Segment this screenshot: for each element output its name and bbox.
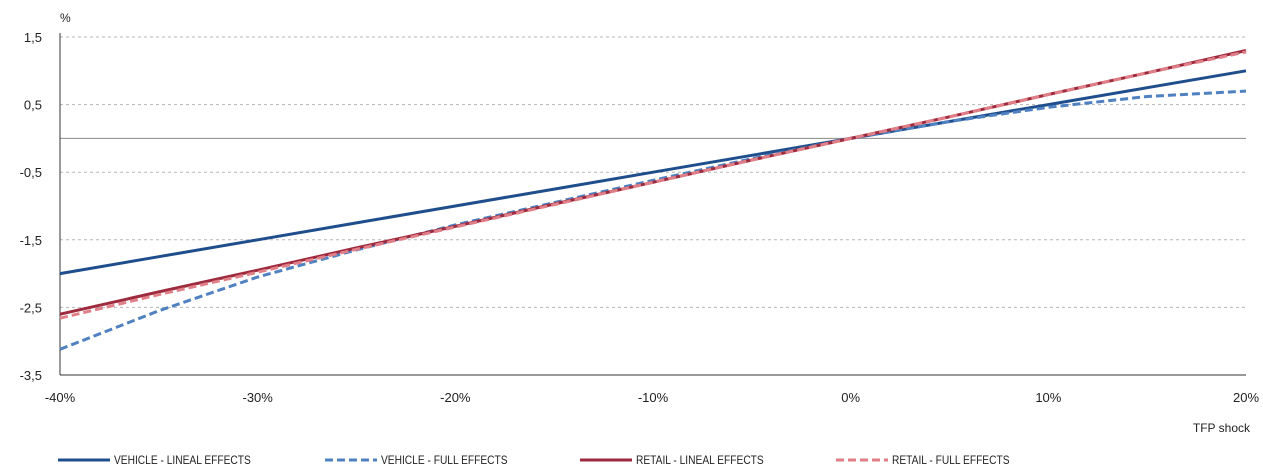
x-tick-labels: -40% -30% -20% -10% 0% 10% 20% [45, 390, 1260, 405]
x-tick-label: 0% [841, 390, 860, 405]
legend-item: VEHICLE - FULL EFFECTS [324, 453, 530, 467]
y-tick-label: -2,5 [20, 300, 42, 315]
y-tick-label: 0,5 [24, 98, 42, 113]
axes [59, 33, 1246, 376]
series-lines [59, 49, 1247, 351]
legend-label: VEHICLE - LINEAL EFFECTS [114, 453, 251, 467]
legend-label: RETAIL - LINEAL EFFECTS [635, 453, 764, 467]
series-line [59, 50, 1247, 320]
y-unit-label: % [60, 11, 71, 25]
legend-item: RETAIL - FULL EFFECTS [836, 453, 1030, 467]
legend-swatch [836, 458, 889, 462]
legend-item: VEHICLE - LINEAL EFFECTS [58, 453, 275, 467]
y-tick-label: -1,5 [20, 233, 42, 248]
x-tick-label: -30% [242, 390, 273, 405]
series-line [59, 69, 1247, 276]
y-tick-labels: 1,5 0,5 -0,5 -1,5 -2,5 -3,5 [20, 30, 42, 383]
legend-item: RETAIL - LINEAL EFFECTS [579, 453, 786, 467]
x-axis-label: TFP shock [1193, 421, 1251, 435]
y-tick-label: -0,5 [20, 165, 42, 180]
y-tick-label: -3,5 [20, 368, 42, 383]
line-chart: % 1,5 0,5 -0,5 -1,5 -2,5 -3,5 -40% -30% -20% -10… [20, 11, 1260, 435]
legend-swatch [579, 458, 632, 462]
legend-label: VEHICLE - FULL EFFECTS [380, 453, 508, 467]
y-tick-label: 1,5 [24, 30, 42, 45]
x-tick-label: 20% [1233, 390, 1259, 405]
legend-swatch [324, 458, 377, 462]
legend-label: RETAIL - FULL EFFECTS [892, 453, 1010, 467]
x-tick-label: -20% [440, 390, 471, 405]
series-line [59, 89, 1247, 351]
x-tick-label: -40% [45, 390, 76, 405]
legend: VEHICLE - LINEAL EFFECTS VEHICLE - FULL E… [58, 452, 1080, 468]
legend-swatch [58, 458, 110, 462]
x-tick-label: 10% [1035, 390, 1061, 405]
x-tick-label: -10% [638, 390, 669, 405]
